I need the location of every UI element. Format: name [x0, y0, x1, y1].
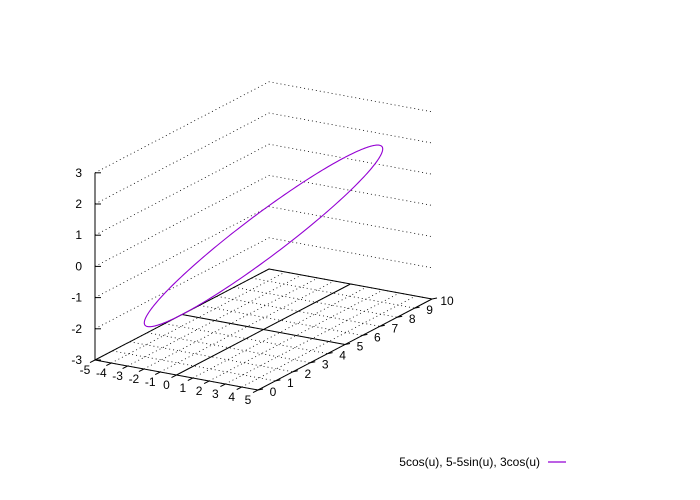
y-tick-mark: [362, 333, 368, 336]
x-tick-mark: [187, 377, 194, 382]
axes-layer: [94, 172, 433, 391]
y-tick-mark: [344, 343, 351, 345]
grid-line-z: [94, 237, 433, 330]
x-tick-label: -3: [112, 369, 123, 383]
grid-line-x: [192, 286, 367, 379]
grid-line-z: [94, 112, 433, 205]
z-tick-label: 0: [75, 259, 82, 273]
z-tick-label: 2: [75, 197, 82, 211]
x-tick-mark: [106, 362, 112, 367]
y-tick-mark: [397, 315, 403, 318]
legend-label-series-1: 5cos(u), 5-5sin(u), 3cos(u): [399, 455, 540, 469]
y-tick-label: 9: [426, 303, 433, 317]
x-tick-label: 1: [179, 381, 186, 395]
x-tick-mark: [171, 374, 177, 379]
y-tick-label: 7: [391, 321, 398, 335]
x-tick-label: -1: [145, 375, 156, 389]
y-tick-label: 0: [270, 385, 277, 399]
x-tick-label: -2: [129, 372, 140, 386]
x-tick-label: -5: [80, 363, 91, 377]
x-tick-mark: [236, 386, 242, 391]
y-tick-mark: [431, 297, 438, 300]
x-tick-mark: [252, 389, 259, 394]
x-tick-label: 0: [163, 378, 170, 392]
y-tick-label: 10: [440, 294, 454, 308]
grid-line-z: [94, 206, 433, 298]
grid-line-z: [94, 268, 433, 361]
x-tick-mark: [154, 371, 161, 376]
y-tick-label: 2: [304, 367, 311, 381]
legend: 5cos(u), 5-5sin(u), 3cos(u): [399, 455, 566, 469]
z-tick-label: 3: [75, 166, 82, 180]
x-tick-label: 4: [228, 390, 235, 404]
y-tick-mark: [275, 379, 281, 382]
grid-line-z: [94, 174, 433, 267]
grid-line-x: [225, 292, 400, 385]
y-tick-label: 3: [322, 358, 329, 372]
z-tick-label: -3: [71, 353, 82, 367]
z-tick-label: -2: [71, 322, 82, 336]
y-tick-label: 6: [374, 330, 381, 344]
y-tick-mark: [414, 306, 420, 309]
grid-layer: [94, 81, 433, 391]
z-tick-label: 1: [75, 228, 82, 242]
y-tick-mark: [327, 352, 333, 355]
y-tick-mark: [257, 388, 264, 391]
x-tick-label: 5: [245, 393, 252, 407]
y-zero-axis: [181, 314, 346, 345]
x-tick-mark: [203, 380, 210, 385]
series-layer: [143, 144, 384, 328]
y-tick-mark: [379, 324, 385, 327]
y-tick-label: 4: [339, 349, 346, 363]
x-tick-mark: [138, 368, 145, 373]
grid-line-x: [127, 274, 302, 367]
y-tick-label: 8: [409, 312, 416, 326]
y-tick-mark: [292, 370, 298, 373]
z-tick-label: -1: [71, 291, 82, 305]
x-tick-label: 2: [196, 384, 203, 398]
x-tick-label: -4: [96, 366, 107, 380]
y-tick-label: 1: [287, 376, 294, 390]
grid-line-x: [208, 289, 384, 382]
grid-line-x: [111, 271, 286, 364]
series-line-1: [143, 144, 384, 328]
grid-line-x: [143, 277, 319, 370]
x-tick-mark: [220, 383, 226, 388]
grid-line-x: [241, 295, 416, 388]
x-tick-mark: [89, 359, 96, 364]
y-tick-label: 5: [357, 340, 364, 354]
x-tick-mark: [122, 365, 128, 370]
grid-line-x: [160, 280, 335, 373]
x-tick-label: 3: [212, 387, 219, 401]
grid-line-z: [94, 81, 433, 174]
grid-line-z: [94, 143, 433, 236]
y-tick-mark: [310, 361, 316, 364]
